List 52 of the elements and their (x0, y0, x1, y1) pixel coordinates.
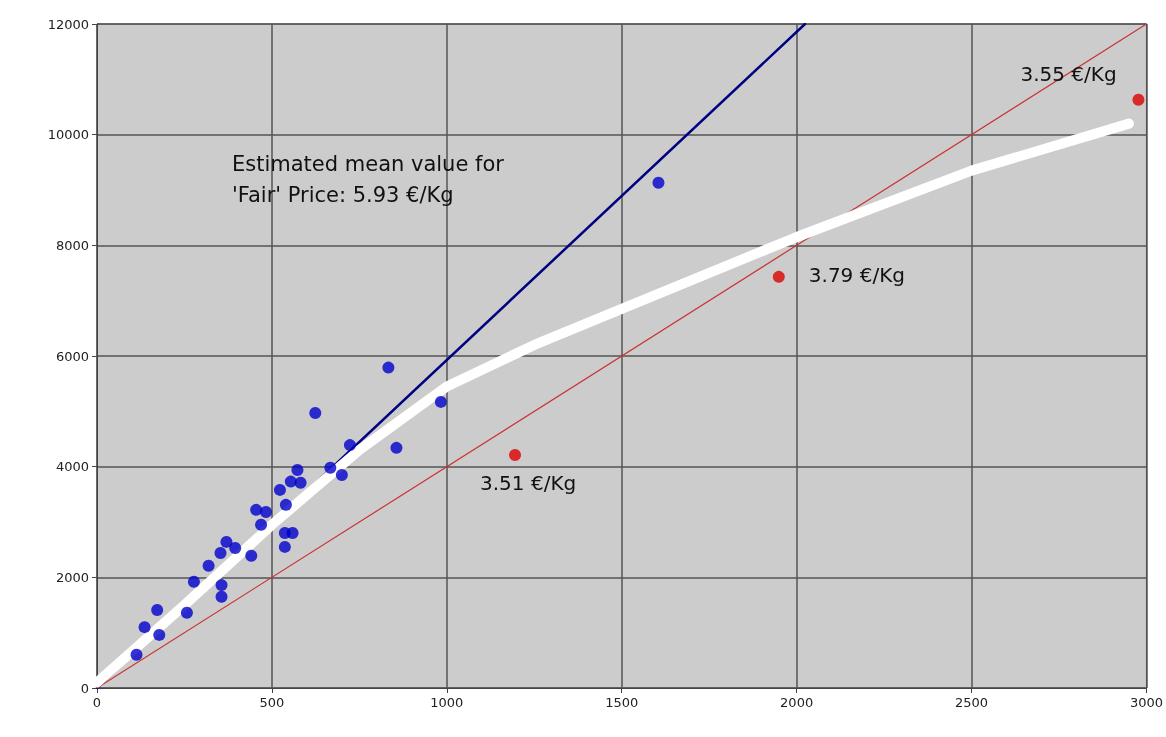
x-tick-label: 0 (92, 695, 102, 710)
point (509, 449, 522, 462)
x-tick-label: 2000 (780, 695, 814, 710)
annotation: 3.51 €/Kg (480, 471, 577, 496)
annotation: 3.55 €/Kg (1020, 61, 1117, 86)
y-tick-label: 6000 (55, 348, 89, 364)
point (291, 463, 304, 476)
point (130, 648, 143, 661)
point (772, 270, 785, 283)
y-tick-label: 0 (80, 680, 89, 696)
point (215, 579, 228, 592)
x-tick-label: 500 (259, 695, 285, 710)
y-tick-label: 8000 (55, 237, 89, 253)
annotation: 3.79 €/Kg (808, 262, 905, 287)
point (294, 476, 307, 489)
point (255, 518, 268, 531)
point (138, 621, 151, 634)
point (220, 535, 233, 548)
point (273, 483, 286, 496)
point (202, 559, 215, 572)
point (284, 475, 297, 488)
y-tick-label: 4000 (55, 459, 89, 475)
y-tick-label: 2000 (55, 569, 89, 585)
point (215, 590, 228, 603)
annotation: Estimated mean value for 'Fair' Price: 5.93 €/Kg (232, 151, 511, 207)
x-tick-label: 2500 (955, 695, 989, 710)
point (187, 575, 200, 588)
point (279, 498, 292, 511)
point (245, 549, 258, 562)
point (382, 361, 395, 374)
point (151, 603, 164, 616)
point (309, 407, 322, 419)
point (652, 176, 665, 189)
point (180, 606, 193, 619)
point (278, 540, 291, 553)
point (390, 441, 403, 454)
x-tick-label: 1500 (605, 695, 639, 710)
point (153, 628, 166, 641)
point (229, 542, 242, 554)
point (214, 546, 227, 559)
point (286, 527, 299, 540)
point (335, 468, 348, 481)
y-tick-label: 10000 (47, 127, 89, 143)
x-tick-label: 3000 (1129, 695, 1163, 710)
x-tick-label: 1000 (430, 695, 464, 710)
point (259, 506, 272, 519)
point (1132, 93, 1145, 106)
y-tick-label: 12000 (47, 16, 89, 32)
point (324, 461, 337, 474)
point (250, 503, 263, 516)
point (343, 439, 356, 452)
point (434, 395, 447, 408)
